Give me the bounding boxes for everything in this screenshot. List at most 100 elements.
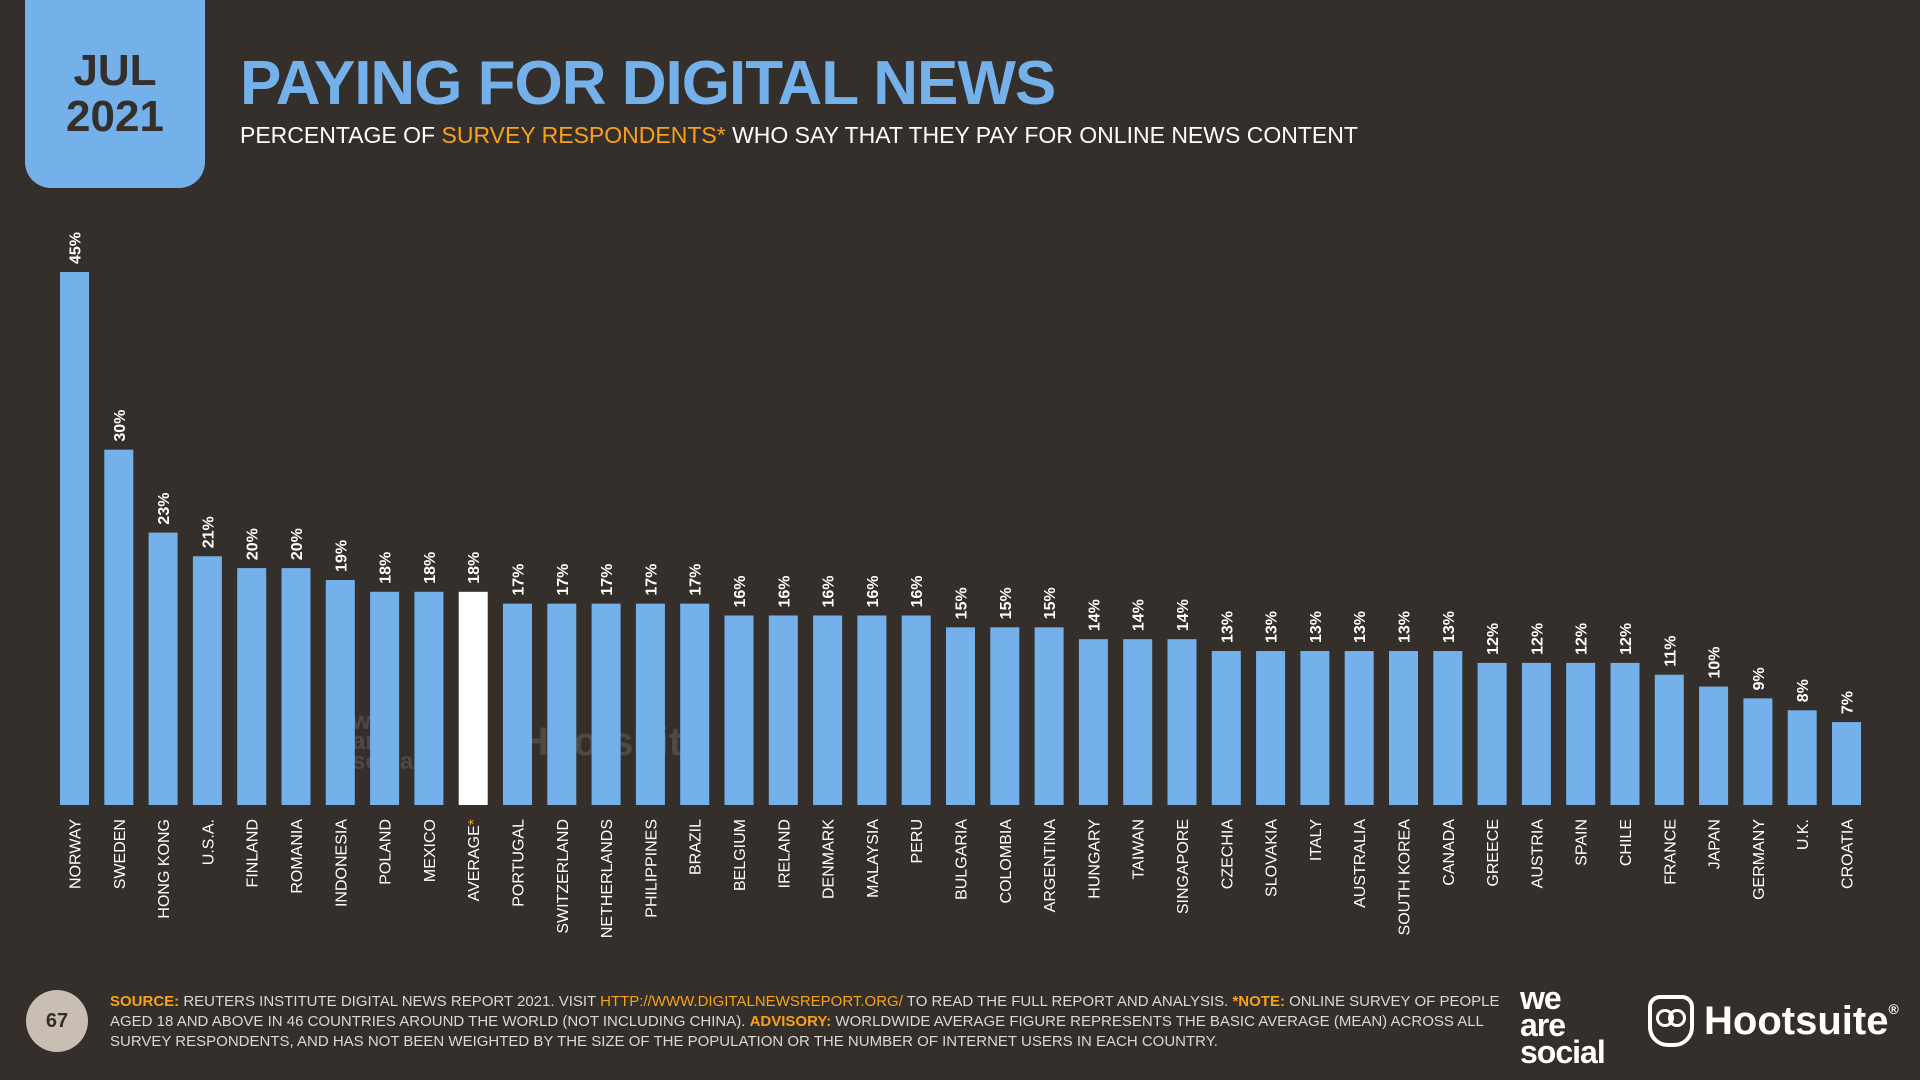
bar [901, 615, 931, 805]
data-label: 23% [156, 493, 173, 525]
average-marker: * [466, 819, 483, 825]
bar [414, 591, 444, 805]
advisory-text: WORLDWIDE AVERAGE FIGURE REPRESENTS THE … [110, 1013, 1484, 1050]
bar [680, 603, 710, 805]
page-title: PAYING FOR DIGITAL NEWS [240, 49, 1056, 118]
data-label: 17% [511, 564, 528, 596]
category-label: SLOVAKIA [1264, 819, 1281, 897]
category-label: SINGAPORE [1175, 819, 1192, 914]
bar [281, 568, 311, 805]
data-label: 13% [1397, 611, 1414, 643]
data-label: 18% [466, 552, 483, 584]
data-label: 30% [112, 410, 129, 442]
category-label: IRELAND [776, 819, 793, 888]
page-number: 67 [26, 990, 88, 1052]
category-label: SPAIN [1574, 819, 1591, 866]
category-label: HUNGARY [1086, 819, 1103, 899]
date-year: 2021 [66, 92, 164, 141]
data-label: 10% [1707, 647, 1724, 679]
bar [768, 615, 798, 805]
category-label: FRANCE [1662, 819, 1679, 885]
bar [1743, 698, 1773, 805]
category-label: SOUTH KOREA [1397, 819, 1414, 936]
category-label: ROMANIA [289, 819, 306, 894]
category-label: SWITZERLAND [555, 819, 572, 934]
bar [370, 591, 400, 805]
data-label: 7% [1840, 691, 1857, 714]
category-label: MEXICO [422, 819, 439, 882]
bar [1787, 710, 1817, 805]
category-label: SWEDEN [112, 819, 129, 889]
category-label: GERMANY [1751, 819, 1768, 900]
category-label: NETHERLANDS [599, 819, 616, 938]
data-label: 17% [555, 564, 572, 596]
category-label: COLOMBIA [998, 819, 1015, 904]
category-label: TAIWAN [1131, 819, 1148, 879]
category-label: AUSTRIA [1529, 819, 1546, 889]
category-label: AUSTRALIA [1352, 819, 1369, 908]
after-url-text: TO READ THE FULL REPORT AND ANALYSIS. [902, 993, 1233, 1010]
category-label: INDONESIA [333, 819, 350, 907]
data-label: 8% [1795, 679, 1812, 702]
was-logo-line2: are [1520, 1007, 1566, 1043]
data-label: 17% [599, 564, 616, 596]
data-label: 16% [821, 575, 838, 607]
data-label: 12% [1485, 623, 1502, 655]
bar [1344, 651, 1374, 805]
bar [1654, 674, 1684, 805]
advisory-key: ADVISORY: [749, 1013, 832, 1030]
data-label: 17% [688, 564, 705, 596]
category-label: HONG KONG [156, 819, 173, 919]
category-label: CZECHIA [1219, 819, 1236, 890]
bar [104, 449, 134, 805]
category-label: FINLAND [245, 819, 262, 887]
category-label: BELGIUM [732, 819, 749, 891]
bar [1477, 662, 1507, 805]
category-label: PHILIPPINES [643, 819, 660, 918]
was-logo-line3: social [1520, 1034, 1606, 1070]
category-label: CROATIA [1840, 819, 1857, 889]
hootsuite-logo-text: Hootsuite [1704, 998, 1889, 1043]
category-label: PORTUGAL [511, 819, 528, 907]
date-month: JUL [73, 45, 157, 95]
bar [148, 532, 178, 805]
bar [192, 556, 222, 805]
bar [237, 568, 267, 805]
data-label: 15% [1042, 587, 1059, 619]
source-text: REUTERS INSTITUTE DIGITAL NEWS REPORT 20… [179, 993, 601, 1010]
bar [547, 603, 577, 805]
category-label: BULGARIA [954, 819, 971, 900]
bar [813, 615, 843, 805]
owl-icon [1648, 995, 1694, 1047]
category-label: MALAYSIA [865, 819, 882, 898]
bar [635, 603, 665, 805]
data-label: 13% [1441, 611, 1458, 643]
bar [1123, 639, 1153, 805]
bar [60, 272, 89, 805]
bar [458, 591, 488, 805]
data-label: 45% [68, 232, 85, 264]
category-label: JAPAN [1707, 819, 1724, 869]
bar [1389, 651, 1418, 805]
data-label: 13% [1352, 611, 1369, 643]
note-key: *NOTE: [1232, 993, 1285, 1010]
bar [1610, 662, 1640, 805]
data-label: 11% [1662, 636, 1679, 667]
data-label: 17% [643, 564, 660, 596]
source-link[interactable]: HTTP://WWW.DIGITALNEWSREPORT.ORG/ [600, 993, 903, 1010]
bar [503, 603, 532, 805]
bar [325, 579, 355, 805]
category-label: U.S.A. [200, 819, 217, 865]
category-label: BRAZIL [688, 819, 705, 875]
bar [591, 603, 621, 805]
bar [1300, 651, 1330, 805]
category-label: NORWAY [68, 819, 85, 889]
date-tab: JUL 2021 [25, 0, 205, 188]
category-label: U.K. [1795, 819, 1812, 850]
bar [946, 627, 975, 805]
bar [857, 615, 887, 805]
data-label: 14% [1131, 599, 1148, 631]
data-label: 16% [865, 575, 882, 607]
bar [1832, 722, 1861, 805]
data-label: 18% [422, 552, 439, 584]
